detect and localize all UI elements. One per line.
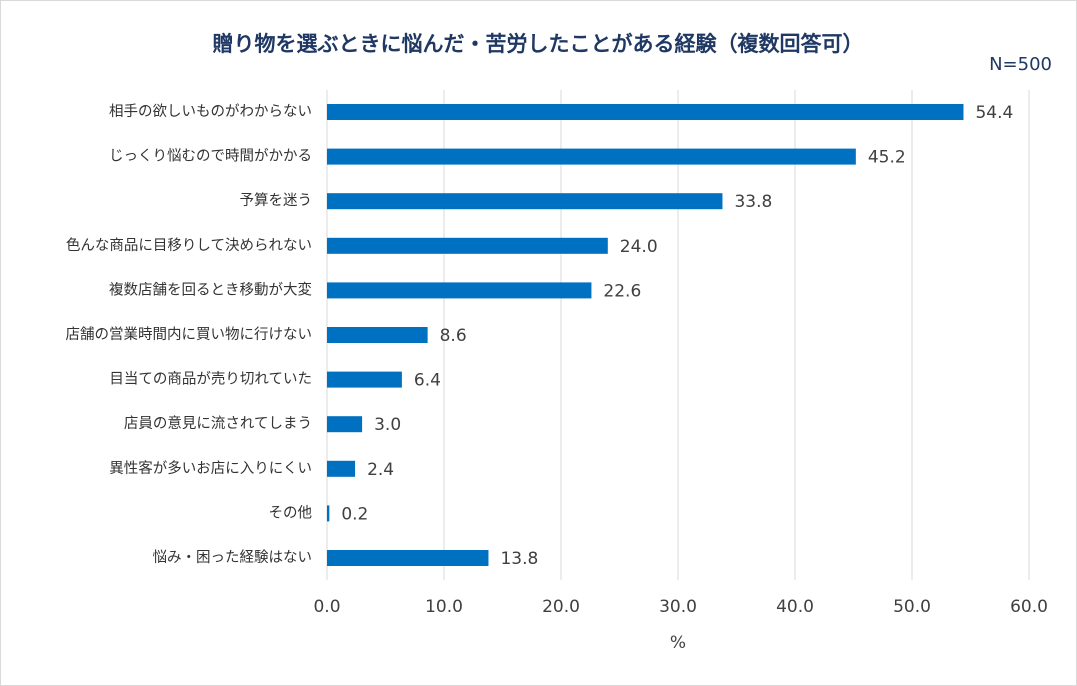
value-label: 24.0 [620, 237, 658, 257]
y-tick-label: 複数店舗を回るとき移動が大変 [109, 281, 312, 298]
x-tick-label: 0.0 [313, 597, 340, 617]
x-tick-label: 30.0 [659, 597, 697, 617]
x-tick-label: 60.0 [1010, 597, 1048, 617]
chart-title: 贈り物を選ぶときに悩んだ・苦労したことがある経験（複数回答可） [213, 32, 864, 56]
value-label: 22.6 [603, 281, 641, 301]
y-tick-label: 店員の意見に流されてしまう [124, 414, 312, 432]
x-tick-label: 10.0 [425, 597, 463, 617]
bar [327, 282, 592, 299]
y-tick-label: 目当ての商品が売り切れていた [109, 371, 312, 388]
bar [327, 148, 856, 165]
x-tick-label: 20.0 [542, 597, 580, 617]
bar [327, 505, 330, 522]
x-tick-label: 50.0 [893, 597, 931, 617]
y-tick-label: 悩み・困った経験はない [153, 549, 313, 566]
y-tick-label: 予算を迷う [240, 192, 313, 209]
value-label: 2.4 [367, 460, 394, 480]
value-label: 8.6 [440, 326, 467, 346]
bar [327, 460, 356, 477]
y-tick-label: 店舗の営業時間内に買い物に行けない [66, 326, 313, 343]
y-tick-label: 相手の欲しいものがわからない [109, 103, 312, 120]
value-label: 6.4 [414, 371, 441, 391]
bar [327, 416, 363, 433]
bar [327, 104, 964, 120]
value-label: 33.8 [734, 192, 772, 212]
x-tick-label: 40.0 [776, 597, 814, 617]
y-tick-label: 異性客が多いお店に入りにくい [109, 460, 312, 477]
y-tick-label: じっくり悩むので時間がかかる [109, 148, 312, 165]
bar [327, 193, 723, 210]
value-label: 0.2 [341, 504, 368, 524]
y-tick-label: 色んな商品に目移りして決められない [66, 237, 312, 254]
value-label: 45.2 [868, 148, 906, 168]
x-axis-label: % [670, 633, 686, 653]
value-label: 54.4 [975, 103, 1013, 123]
bar [327, 371, 402, 388]
bar [327, 327, 428, 343]
sample-size: N=500 [989, 54, 1052, 75]
y-tick-label: その他 [269, 504, 313, 521]
bar [327, 550, 489, 566]
bar [327, 237, 608, 254]
value-label: 3.0 [374, 415, 401, 435]
value-label: 13.8 [500, 549, 538, 569]
